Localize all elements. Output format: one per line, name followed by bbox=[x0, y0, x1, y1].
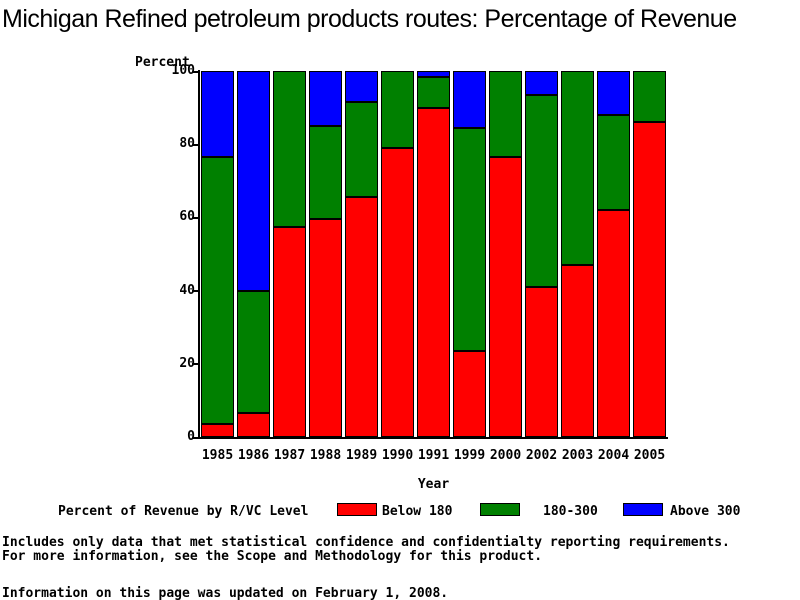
bar-segment-180-300 bbox=[525, 94, 558, 287]
y-tick-label: 80 bbox=[179, 136, 195, 152]
x-tick-label: 1991 bbox=[417, 448, 450, 463]
bar-segment-180-300 bbox=[309, 125, 342, 220]
stacked-bar-1985 bbox=[201, 71, 234, 437]
y-tick-mark bbox=[192, 70, 199, 73]
legend-swatch bbox=[337, 503, 377, 516]
y-tick-label: 0 bbox=[187, 429, 195, 444]
bar-segment-below-180 bbox=[417, 107, 450, 437]
x-tick-label: 1989 bbox=[345, 448, 378, 463]
y-tick-mark bbox=[192, 436, 199, 439]
footnote-line-2: For more information, see the Scope and … bbox=[2, 549, 543, 564]
stacked-bar-1999 bbox=[453, 71, 486, 437]
bar-segment-below-180 bbox=[309, 219, 342, 437]
x-tick-label: 2004 bbox=[597, 448, 630, 463]
stacked-bar-1989 bbox=[345, 71, 378, 437]
bar-segment-above-300 bbox=[417, 71, 450, 77]
y-tick-label: 20 bbox=[179, 355, 195, 371]
bar-segment-180-300 bbox=[489, 71, 522, 158]
footnote-line-3: Information on this page was updated on … bbox=[2, 586, 449, 600]
y-axis-title: Percent bbox=[135, 55, 190, 70]
chart-title: Michigan Refined petroleum products rout… bbox=[2, 5, 737, 33]
bar-segment-180-300 bbox=[453, 127, 486, 351]
bar-segment-above-300 bbox=[453, 71, 486, 128]
bar-segment-180-300 bbox=[417, 76, 450, 108]
footnote-line-1: Includes only data that met statistical … bbox=[2, 535, 730, 550]
x-tick-label: 1986 bbox=[237, 448, 270, 463]
x-tick-label: 1990 bbox=[381, 448, 414, 463]
x-axis-line bbox=[192, 437, 668, 439]
bar-segment-below-180 bbox=[237, 413, 270, 437]
bar-segment-180-300 bbox=[597, 114, 630, 211]
bar-segment-180-300 bbox=[381, 71, 414, 148]
legend-label: 180-300 bbox=[543, 504, 598, 519]
stacked-bar-2000 bbox=[489, 71, 522, 437]
stacked-bar-1990 bbox=[381, 71, 414, 437]
stacked-bar-1991 bbox=[417, 71, 450, 437]
bar-segment-above-300 bbox=[237, 71, 270, 291]
stacked-bar-1986 bbox=[237, 71, 270, 437]
y-tick-mark bbox=[192, 216, 199, 219]
x-tick-label: 2005 bbox=[633, 448, 666, 463]
stacked-bar-2004 bbox=[597, 71, 630, 437]
bar-segment-below-180 bbox=[633, 122, 666, 437]
y-axis-line bbox=[198, 70, 200, 439]
stacked-bar-2005 bbox=[633, 71, 666, 437]
stacked-bar-2003 bbox=[561, 71, 594, 437]
bar-segment-above-300 bbox=[345, 71, 378, 103]
bar-segment-above-300 bbox=[309, 71, 342, 126]
bar-segment-180-300 bbox=[633, 71, 666, 123]
y-tick-mark bbox=[192, 143, 199, 146]
bar-segment-below-180 bbox=[381, 147, 414, 437]
legend-swatch bbox=[480, 503, 520, 516]
stacked-bar-2002 bbox=[525, 71, 558, 437]
y-tick-mark bbox=[192, 290, 199, 293]
legend-swatch bbox=[623, 503, 663, 516]
bar-segment-180-300 bbox=[237, 290, 270, 414]
bar-segment-below-180 bbox=[489, 157, 522, 437]
bar-segment-above-300 bbox=[597, 71, 630, 115]
bar-segment-below-180 bbox=[561, 264, 594, 437]
bar-segment-below-180 bbox=[453, 351, 486, 437]
y-tick-label: 40 bbox=[179, 282, 195, 298]
bar-segment-below-180 bbox=[597, 210, 630, 437]
bar-segment-below-180 bbox=[525, 286, 558, 437]
x-tick-label: 1988 bbox=[309, 448, 342, 463]
bar-segment-180-300 bbox=[561, 71, 594, 265]
bar-segment-above-300 bbox=[201, 71, 234, 158]
y-tick-label: 60 bbox=[179, 209, 195, 225]
bar-segment-below-180 bbox=[345, 197, 378, 437]
bar-segment-180-300 bbox=[345, 102, 378, 198]
x-tick-label: 1987 bbox=[273, 448, 306, 463]
bar-segment-below-180 bbox=[201, 424, 234, 437]
bar-segment-180-300 bbox=[201, 157, 234, 425]
plot-area bbox=[201, 71, 666, 437]
x-tick-label: 2003 bbox=[561, 448, 594, 463]
y-tick-mark bbox=[192, 363, 199, 366]
legend-label: Below 180 bbox=[382, 504, 453, 519]
x-tick-label: 2000 bbox=[489, 448, 522, 463]
x-axis-title: Year bbox=[417, 477, 450, 492]
y-tick-label: 100 bbox=[171, 63, 195, 78]
legend-label: Above 300 bbox=[670, 504, 741, 519]
stacked-bar-1987 bbox=[273, 71, 306, 437]
bar-segment-180-300 bbox=[273, 71, 306, 227]
bar-segment-below-180 bbox=[273, 226, 306, 437]
bar-segment-above-300 bbox=[525, 71, 558, 95]
x-tick-label: 1985 bbox=[201, 448, 234, 463]
x-tick-label: 1999 bbox=[453, 448, 486, 463]
x-tick-label: 2002 bbox=[525, 448, 558, 463]
stacked-bar-1988 bbox=[309, 71, 342, 437]
legend-title: Percent of Revenue by R/VC Level bbox=[58, 504, 309, 519]
chart-legend: Percent of Revenue by R/VC Level Below 1… bbox=[0, 502, 800, 520]
